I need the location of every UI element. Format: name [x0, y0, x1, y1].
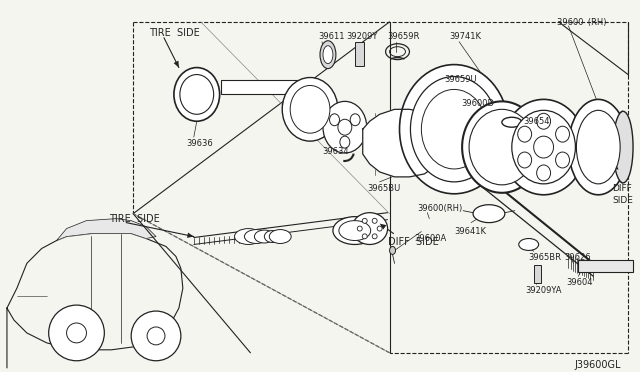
- Bar: [221, 80, 300, 94]
- Text: 39654: 39654: [524, 117, 550, 126]
- Ellipse shape: [320, 41, 336, 68]
- Text: 3965BU: 3965BU: [368, 184, 401, 193]
- Ellipse shape: [264, 231, 280, 243]
- Text: 39659U: 39659U: [444, 74, 477, 84]
- Polygon shape: [187, 232, 194, 238]
- Text: 39600A: 39600A: [415, 234, 447, 243]
- Ellipse shape: [244, 230, 268, 244]
- Ellipse shape: [421, 89, 487, 169]
- Ellipse shape: [350, 114, 360, 126]
- Ellipse shape: [519, 238, 539, 250]
- Ellipse shape: [372, 218, 377, 223]
- Ellipse shape: [502, 99, 586, 195]
- Ellipse shape: [410, 77, 498, 182]
- Ellipse shape: [339, 221, 371, 241]
- Ellipse shape: [613, 111, 633, 183]
- Polygon shape: [380, 224, 387, 230]
- Text: 39636: 39636: [186, 139, 212, 148]
- Ellipse shape: [255, 230, 275, 243]
- Text: 39209Y: 39209Y: [346, 32, 377, 41]
- Ellipse shape: [362, 234, 367, 239]
- Ellipse shape: [352, 213, 388, 244]
- Ellipse shape: [473, 205, 505, 222]
- Ellipse shape: [577, 110, 620, 184]
- Polygon shape: [363, 109, 439, 177]
- Ellipse shape: [537, 165, 550, 181]
- Text: 39626: 39626: [564, 253, 591, 262]
- Ellipse shape: [469, 109, 534, 185]
- Ellipse shape: [290, 86, 330, 133]
- Text: TIRE  SIDE: TIRE SIDE: [149, 28, 200, 38]
- Ellipse shape: [462, 101, 541, 193]
- Ellipse shape: [399, 65, 509, 194]
- Text: 39600(RH): 39600(RH): [417, 204, 463, 213]
- Ellipse shape: [518, 126, 532, 142]
- Ellipse shape: [234, 228, 262, 244]
- Ellipse shape: [323, 46, 333, 64]
- Ellipse shape: [269, 230, 291, 244]
- Polygon shape: [7, 231, 183, 368]
- Bar: [355, 42, 364, 65]
- Ellipse shape: [372, 234, 377, 239]
- Ellipse shape: [49, 305, 104, 361]
- Text: J39600GL: J39600GL: [575, 360, 621, 370]
- Text: DIFF  SIDE: DIFF SIDE: [388, 237, 438, 247]
- Text: 39659R: 39659R: [388, 32, 420, 41]
- Ellipse shape: [323, 101, 367, 153]
- Text: 39611: 39611: [318, 32, 344, 41]
- Ellipse shape: [502, 117, 522, 127]
- Text: 39641K: 39641K: [454, 227, 486, 235]
- Text: 39741K: 39741K: [449, 32, 481, 41]
- Ellipse shape: [131, 311, 181, 361]
- Ellipse shape: [180, 74, 214, 114]
- Text: 39600 (RH): 39600 (RH): [557, 18, 606, 27]
- Ellipse shape: [512, 110, 575, 184]
- Ellipse shape: [518, 152, 532, 168]
- Ellipse shape: [537, 113, 550, 129]
- Ellipse shape: [534, 136, 554, 158]
- Ellipse shape: [357, 226, 362, 231]
- Text: 3965BR: 3965BR: [529, 253, 562, 262]
- Ellipse shape: [556, 126, 570, 142]
- Text: 39604: 39604: [566, 278, 593, 287]
- Ellipse shape: [390, 247, 396, 254]
- Ellipse shape: [333, 217, 377, 244]
- Text: SIDE: SIDE: [612, 196, 633, 205]
- Ellipse shape: [377, 226, 382, 231]
- Ellipse shape: [174, 68, 220, 121]
- Text: 39209YA: 39209YA: [525, 286, 562, 295]
- Ellipse shape: [362, 218, 367, 223]
- Bar: [534, 265, 541, 283]
- Bar: [579, 260, 633, 272]
- Polygon shape: [56, 219, 156, 241]
- Ellipse shape: [556, 152, 570, 168]
- Text: 39634: 39634: [322, 147, 349, 156]
- Ellipse shape: [568, 99, 628, 195]
- Text: TIRE  SIDE: TIRE SIDE: [109, 214, 160, 224]
- Text: DIFF: DIFF: [612, 184, 632, 193]
- Ellipse shape: [282, 77, 338, 141]
- Ellipse shape: [330, 114, 339, 126]
- Text: 39600D: 39600D: [461, 99, 494, 108]
- Ellipse shape: [340, 136, 350, 148]
- Ellipse shape: [338, 119, 352, 135]
- Polygon shape: [173, 61, 179, 68]
- Polygon shape: [614, 164, 618, 170]
